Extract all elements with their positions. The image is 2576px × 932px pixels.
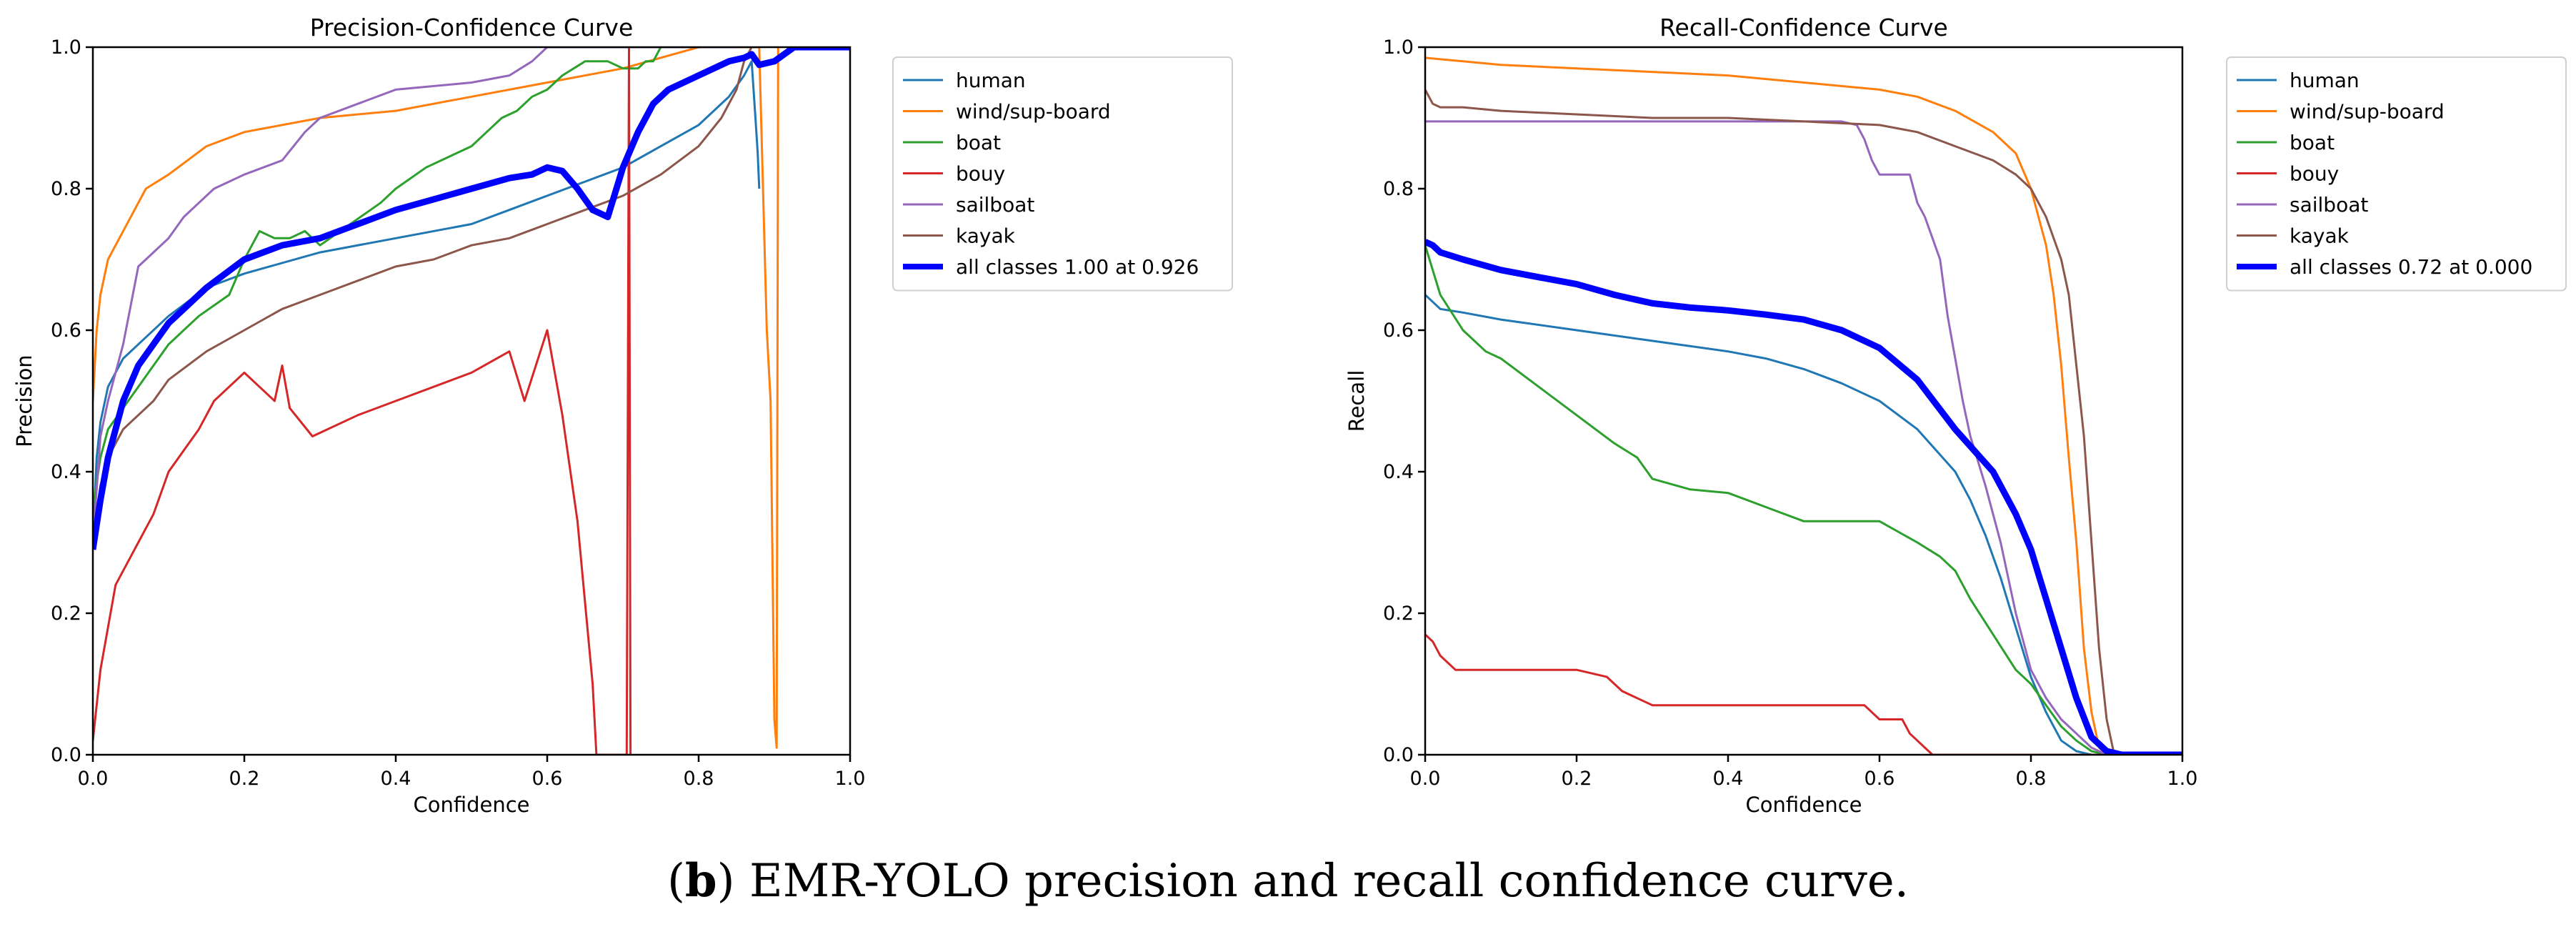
y-tick-label: 0.2 — [1383, 603, 1414, 625]
legend-box — [2226, 56, 2567, 292]
y-axis-label: Precision — [12, 355, 36, 447]
series-line-boat — [93, 47, 662, 507]
plot-frame — [91, 46, 852, 756]
y-axis-label: Recall — [1344, 370, 1369, 432]
series-line-sailboat — [1425, 120, 2107, 755]
x-tick-label: 0.8 — [684, 768, 714, 790]
series-line-human — [93, 60, 761, 543]
legend-entry: human — [956, 69, 1026, 92]
series-group — [1425, 56, 2182, 755]
legend-box — [892, 56, 1233, 292]
series-line-wind-sup-board — [93, 47, 779, 749]
x-tick-label: 0.2 — [229, 768, 260, 790]
legend: human wind/sup-board boat bouy sailboat kayak… — [2226, 56, 2567, 292]
y-tick-label: 0.6 — [1383, 319, 1414, 342]
legend-entry: wind/sup-board — [2290, 100, 2445, 124]
series-line-bouy — [1425, 633, 2182, 755]
series-line-kayak — [93, 47, 759, 543]
legend-entry: wind/sup-board — [956, 100, 1111, 124]
legend-entry: human — [2290, 69, 2360, 92]
x-tick-label: 1.0 — [835, 768, 866, 790]
x-tick-label: 0.6 — [1864, 768, 1895, 790]
chart-title: Recall-Confidence Curve — [1659, 14, 1948, 41]
x-tick-label: 1.0 — [2167, 768, 2198, 790]
legend-entry: all classes 1.00 at 0.926 — [956, 255, 1199, 279]
y-tick-label: 1.0 — [1383, 36, 1414, 59]
legend-entry: boat — [956, 131, 1001, 154]
series-line-bouy — [93, 47, 632, 755]
y-tick-label: 0.2 — [51, 603, 81, 625]
y-tick-label: 0.4 — [51, 461, 81, 483]
y-tick-label: 0.4 — [1383, 461, 1414, 483]
x-tick-label: 0.0 — [1410, 768, 1441, 790]
legend-entry: bouy — [956, 162, 1005, 186]
legend-entry: all classes 0.72 at 0.000 — [2290, 255, 2532, 279]
legend-entry: sailboat — [956, 193, 1034, 217]
caption-close-paren: ) — [717, 855, 735, 908]
series-line-kayak — [1425, 89, 2182, 755]
y-tick-label: 1.0 — [51, 36, 81, 59]
caption-open-paren: ( — [667, 855, 685, 908]
series-line-boat — [1425, 244, 2107, 755]
series-line-human — [1425, 294, 2182, 755]
x-tick-label: 0.4 — [381, 768, 411, 790]
caption-label: b — [684, 854, 717, 908]
plot-frame — [1424, 46, 2184, 756]
x-tick-label: 0.2 — [1562, 768, 1592, 790]
precision-confidence-chart: 0.0 0.2 0.4 0.6 0.8 1.0 0.0 0.2 0.4 0.6 0.8 1.0 Prec… — [12, 14, 1233, 817]
series-line-wind-sup-board — [1425, 56, 2182, 755]
legend-entry: kayak — [2290, 224, 2350, 248]
legend-entry: sailboat — [2290, 193, 2368, 217]
series-line-all — [93, 47, 850, 550]
y-tick-label: 0.8 — [51, 178, 81, 200]
y-tick-label: 0.0 — [1383, 744, 1414, 766]
x-tick-label: 0.0 — [78, 768, 109, 790]
x-tick-label: 0.8 — [2016, 768, 2047, 790]
series-group — [93, 47, 850, 755]
recall-confidence-chart: 0.0 0.2 0.4 0.6 0.8 1.0 0.0 0.2 0.4 0.6 0.8 1.0 Reca… — [1344, 14, 2567, 817]
y-tick-label: 0.8 — [1383, 178, 1414, 200]
series-line-all — [1425, 239, 2182, 755]
figure-caption: (b) EMR-YOLO precision and recall confid… — [0, 854, 2576, 908]
x-axis-label: Confidence — [413, 793, 529, 817]
legend-entry: kayak — [956, 224, 1016, 248]
chart-title: Precision-Confidence Curve — [310, 14, 634, 41]
x-axis-label: Confidence — [1745, 793, 1862, 817]
legend-entry: boat — [2290, 131, 2335, 154]
x-tick-label: 0.4 — [1713, 768, 1744, 790]
y-tick-label: 0.0 — [51, 744, 81, 766]
caption-text: EMR-YOLO precision and recall confidence… — [734, 855, 1909, 908]
legend: human wind/sup-board boat bouy sailboat kayak… — [892, 56, 1233, 292]
legend-entry: bouy — [2290, 162, 2339, 186]
x-tick-label: 0.6 — [532, 768, 563, 790]
y-tick-label: 0.6 — [51, 319, 81, 342]
series-line-sailboat — [93, 47, 737, 543]
